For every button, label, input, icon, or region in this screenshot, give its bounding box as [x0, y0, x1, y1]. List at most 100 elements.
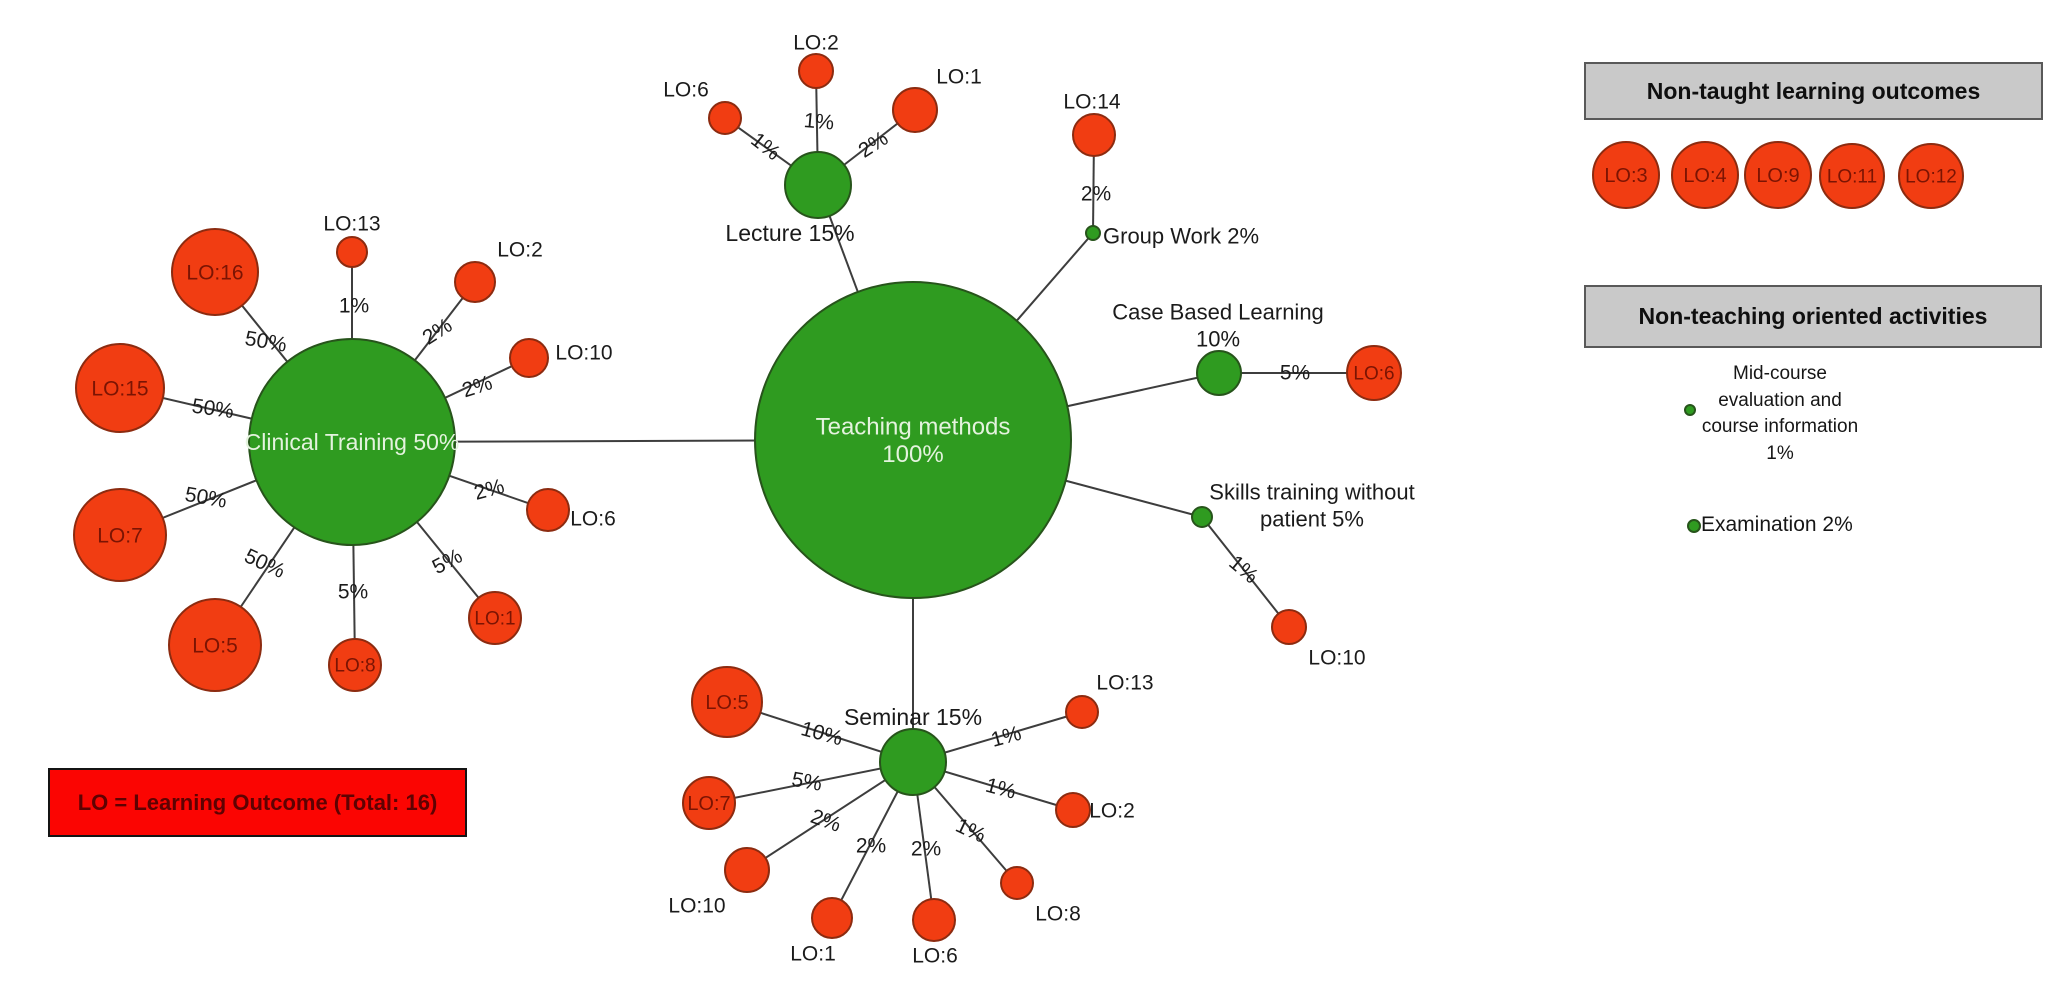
- node-label-cl-lo15: LO:15: [91, 377, 148, 400]
- edge-label-seminar--sem-lo6: 2%: [911, 837, 941, 860]
- edge-label-seminar--sem-lo2: 1%: [983, 774, 1018, 804]
- lecture-label: Lecture 15%: [725, 220, 854, 246]
- sem-lo2-label: LO:2: [1089, 799, 1135, 822]
- node-cl-lo5: [168, 598, 262, 692]
- node-label-cl-lo8: LO:8: [334, 656, 375, 677]
- edge-label-seminar--sem-lo1: 2%: [856, 834, 886, 857]
- cl-lo10-label: LO:10: [555, 341, 612, 364]
- node-clinical-training: [248, 338, 456, 546]
- cl-lo13-label: LO:13: [323, 212, 380, 235]
- case-based-label-line1: Case Based Learning: [1112, 300, 1324, 325]
- node-label-cl-lo16: LO:16: [186, 261, 243, 284]
- sem-lo10-label: LO:10: [668, 894, 725, 917]
- node-label-cb-lo6: LO:6: [1353, 364, 1394, 385]
- node-label-nt-lo12: LO:12: [1905, 167, 1957, 188]
- lec-lo1-label: LO:1: [936, 65, 982, 88]
- node-nt-lo11: [1819, 143, 1885, 209]
- node-examination-dot: [1687, 519, 1701, 533]
- node-cl-lo15: [75, 343, 165, 433]
- node-label-clinical-training: Clinical Training 50%: [245, 429, 460, 455]
- case-based-label-line2: 10%: [1196, 327, 1240, 352]
- midcourse-activity-label: Mid-course evaluation and course informa…: [1701, 363, 1859, 464]
- non-teaching-header-title: Non-teaching oriented activities: [1638, 303, 1988, 329]
- node-label-cl-lo5: LO:5: [192, 634, 238, 657]
- seminar-label: Seminar 15%: [844, 704, 982, 730]
- node-label-sem-lo7: LO:7: [687, 793, 730, 815]
- node-cl-lo16: [171, 228, 259, 316]
- legend-text: LO = Learning Outcome (Total: 16): [77, 789, 438, 815]
- node-nt-lo4: [1671, 141, 1739, 209]
- node-seminar: [879, 728, 947, 796]
- node-sem-lo8: [1000, 866, 1034, 900]
- legend-box: LO = Learning Outcome (Total: 16): [48, 768, 467, 837]
- edge-label-clinical-training--cl-lo8: 5%: [338, 580, 368, 603]
- node-lec-lo6: [708, 101, 742, 135]
- examination-activity-label: Examination 2%: [1701, 513, 1853, 536]
- node-sem-lo6: [912, 898, 956, 942]
- lec-lo2-label: LO:2: [793, 31, 839, 54]
- node-cl-lo8: [328, 638, 382, 692]
- node-group-work-dot: [1085, 225, 1101, 241]
- node-cl-lo7: [73, 488, 167, 582]
- node-sk-lo10: [1271, 609, 1307, 645]
- edge-label-seminar--sem-lo7: 5%: [790, 768, 824, 796]
- edge-skills-training-dot--sk-lo10: [1201, 516, 1290, 628]
- node-label-nt-lo9: LO:9: [1756, 165, 1799, 187]
- skills-label-line1: Skills training without: [1209, 480, 1414, 505]
- edge-label-case-based-learning--cb-lo6: 5%: [1280, 361, 1310, 384]
- edge-label-lecture--lec-lo2: 1%: [803, 109, 835, 135]
- edge-label-seminar--sem-lo5: 10%: [799, 717, 846, 750]
- skills-label-line2: patient 5%: [1260, 507, 1364, 532]
- edge-label-clinical-training--cl-lo5: 50%: [241, 544, 289, 583]
- edge-label-clinical-training--cl-lo1: 5%: [429, 544, 467, 579]
- node-label-teaching: Teaching methods 100%: [816, 414, 1011, 469]
- node-label-nt-lo11: LO:11: [1827, 167, 1877, 188]
- node-cl-lo1: [468, 591, 522, 645]
- node-lec-lo1: [892, 87, 938, 133]
- node-cl-lo13: [336, 236, 368, 268]
- edge-label-group-work-dot--gw-lo14: 2%: [1081, 182, 1111, 205]
- sem-lo6-label: LO:6: [912, 944, 958, 967]
- node-label-sem-lo5: LO:5: [705, 692, 748, 714]
- node-label-cl-lo7: LO:7: [97, 524, 143, 547]
- node-gw-lo14: [1072, 113, 1116, 157]
- edge-label-clinical-training--cl-lo6: 2%: [472, 475, 507, 505]
- node-sem-lo10: [724, 847, 770, 893]
- edge-label-clinical-training--cl-lo2: 2%: [418, 314, 456, 350]
- node-lec-lo2: [798, 53, 834, 89]
- node-skills-training-dot: [1191, 506, 1213, 528]
- edge-label-clinical-training--cl-lo13: 1%: [339, 294, 369, 317]
- node-sem-lo5: [691, 666, 763, 738]
- edge-label-skills-training-dot--sk-lo10: 1%: [1224, 551, 1262, 588]
- non-taught-header-title: Non-taught learning outcomes: [1646, 77, 1981, 104]
- node-label-nt-lo4: LO:4: [1683, 165, 1726, 187]
- cl-lo2-label: LO:2: [497, 238, 543, 261]
- node-cl-lo10: [509, 338, 549, 378]
- node-sem-lo13: [1065, 695, 1099, 729]
- node-midcourse-dot: [1684, 404, 1696, 416]
- sem-lo13-label: LO:13: [1096, 671, 1153, 694]
- node-label-nt-lo3: LO:3: [1604, 165, 1647, 187]
- node-nt-lo9: [1744, 141, 1812, 209]
- edge-label-clinical-training--cl-lo7: 50%: [183, 483, 228, 513]
- node-case-based-learning: [1196, 350, 1242, 396]
- lec-lo6-label: LO:6: [663, 78, 709, 101]
- node-cl-lo6: [526, 488, 570, 532]
- node-lecture: [784, 151, 852, 219]
- edge-label-seminar--sem-lo13: 1%: [989, 722, 1024, 752]
- group-work-label: Group Work 2%: [1103, 224, 1259, 249]
- node-cl-lo2: [454, 261, 496, 303]
- edge-label-lecture--lec-lo6: 1%: [746, 128, 784, 165]
- edge-label-clinical-training--cl-lo16: 50%: [243, 327, 288, 357]
- node-label-cl-lo1: LO:1: [474, 609, 515, 630]
- gw-lo14-label: LO:14: [1063, 90, 1121, 113]
- node-teaching: [754, 281, 1072, 599]
- node-cb-lo6: [1346, 345, 1402, 401]
- node-sem-lo1: [811, 897, 853, 939]
- sem-lo1-label: LO:1: [790, 942, 836, 965]
- node-sem-lo7: [682, 776, 736, 830]
- node-nt-lo12: [1898, 143, 1964, 209]
- non-taught-header: Non-taught learning outcomes: [1584, 62, 2043, 120]
